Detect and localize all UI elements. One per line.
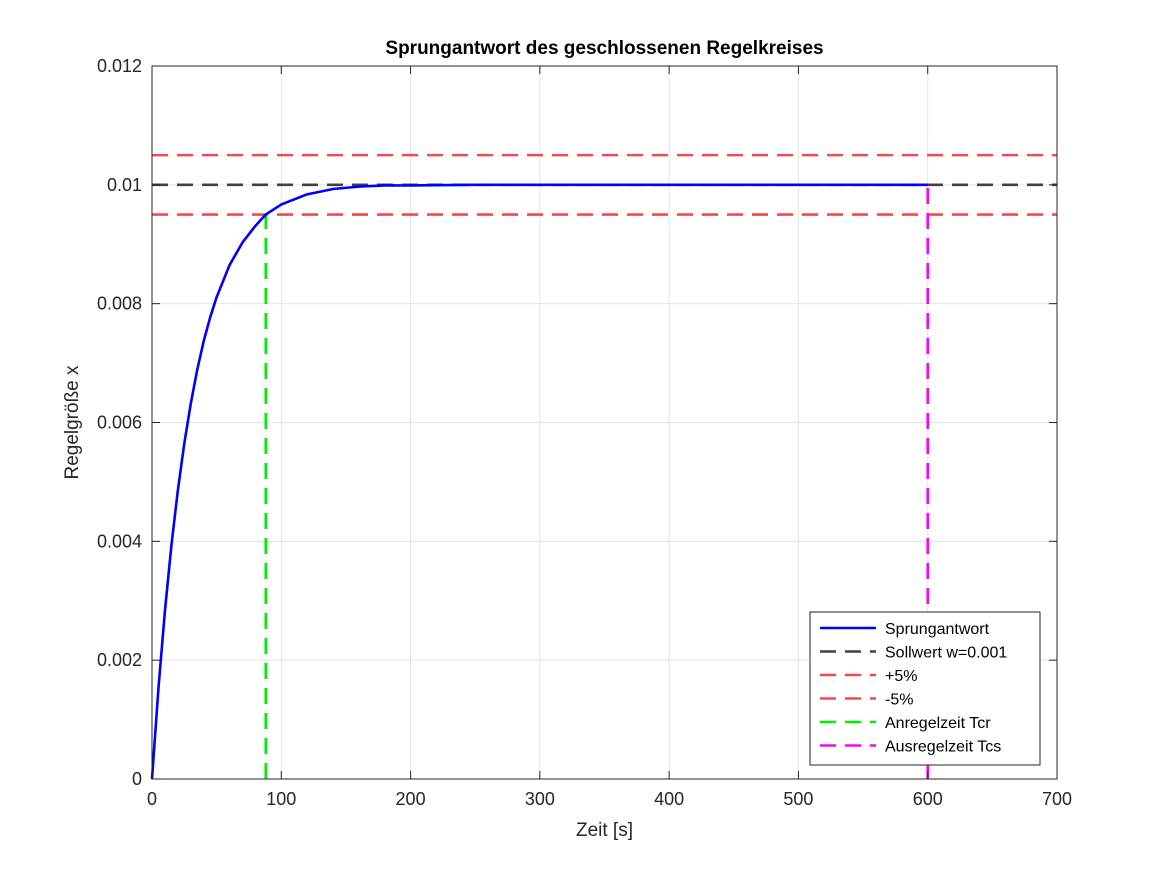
legend-label-1: Sollwert w=0.001 bbox=[885, 645, 1007, 662]
x-tick-label: 400 bbox=[654, 789, 684, 809]
y-tick-label: 0.01 bbox=[107, 175, 142, 195]
y-tick-label: 0 bbox=[132, 769, 142, 789]
legend-label-2: +5% bbox=[885, 668, 917, 685]
legend-label-3: -5% bbox=[885, 692, 913, 709]
x-axis-label: Zeit [s] bbox=[576, 820, 633, 841]
x-tick-label: 200 bbox=[396, 789, 426, 809]
x-tick-label: 100 bbox=[266, 789, 296, 809]
y-tick-label: 0.006 bbox=[97, 413, 142, 433]
x-tick-label: 0 bbox=[147, 789, 157, 809]
x-tick-label: 300 bbox=[525, 789, 555, 809]
chart-title: Sprungantwort des geschlossenen Regelkre… bbox=[385, 38, 823, 59]
y-tick-label: 0.004 bbox=[97, 531, 142, 551]
legend-box bbox=[809, 611, 1041, 766]
ticks: 0 100 200 300 400 500 600 700 0 0.002 0.004 0.006 0.… bbox=[97, 56, 1072, 809]
legend-label-0: Sprungantwort bbox=[885, 621, 990, 638]
x-tick-label: 700 bbox=[1042, 789, 1072, 809]
series-line-0 bbox=[150, 183, 928, 780]
series-group bbox=[150, 153, 1057, 780]
y-axis-label: Regelgröße x bbox=[62, 365, 83, 480]
y-tick-label: 0.012 bbox=[97, 56, 142, 76]
legend: Sprungantwort Sollwert w=0.001 +5% -5% Anreg… bbox=[809, 611, 1041, 766]
x-tick-label: 600 bbox=[913, 789, 943, 809]
legend-label-4: Anregelzeit Tcr bbox=[885, 715, 991, 732]
y-tick-label: 0.002 bbox=[97, 650, 142, 670]
x-tick-label: 500 bbox=[783, 789, 813, 809]
legend-label-5: Ausregelzeit Tcs bbox=[885, 739, 1001, 756]
y-tick-label: 0.008 bbox=[97, 294, 142, 314]
